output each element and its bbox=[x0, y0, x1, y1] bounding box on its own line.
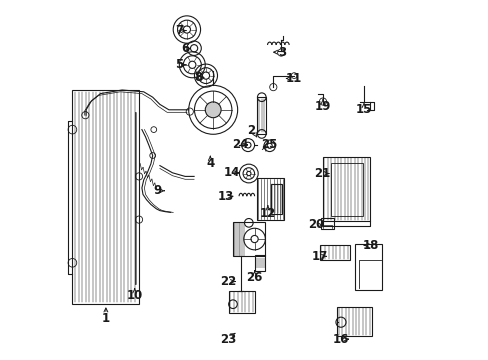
Text: 19: 19 bbox=[314, 100, 330, 113]
Text: 12: 12 bbox=[259, 207, 275, 220]
Text: 8: 8 bbox=[194, 71, 202, 84]
Bar bbox=[255, 255, 265, 271]
Bar bbox=[228, 291, 254, 313]
Text: 2: 2 bbox=[246, 124, 255, 137]
Text: 26: 26 bbox=[246, 271, 262, 284]
Bar bbox=[232, 222, 265, 256]
Text: 7: 7 bbox=[175, 24, 183, 37]
Text: 1: 1 bbox=[102, 312, 110, 325]
Text: 18: 18 bbox=[362, 239, 379, 252]
Bar bbox=[320, 245, 349, 260]
Bar bbox=[322, 157, 369, 221]
Text: 9: 9 bbox=[153, 184, 161, 197]
Bar bbox=[72, 90, 139, 304]
Text: 21: 21 bbox=[313, 167, 329, 180]
Bar bbox=[257, 178, 284, 220]
Text: 23: 23 bbox=[220, 333, 236, 346]
Bar bbox=[320, 218, 334, 229]
Text: 24: 24 bbox=[231, 138, 248, 151]
Bar bbox=[355, 244, 382, 290]
Circle shape bbox=[205, 102, 221, 118]
Text: 6: 6 bbox=[181, 42, 189, 55]
Text: 15: 15 bbox=[355, 103, 371, 116]
Text: 17: 17 bbox=[311, 250, 327, 263]
Bar bbox=[257, 97, 265, 134]
Bar bbox=[330, 163, 363, 216]
Text: 20: 20 bbox=[307, 219, 323, 231]
Text: 10: 10 bbox=[126, 289, 142, 302]
Text: 25: 25 bbox=[260, 138, 277, 151]
Text: 14: 14 bbox=[223, 166, 240, 179]
Text: 5: 5 bbox=[175, 58, 183, 71]
Text: 13: 13 bbox=[217, 190, 233, 203]
Text: 22: 22 bbox=[220, 275, 236, 288]
Text: 11: 11 bbox=[285, 72, 302, 85]
Text: 16: 16 bbox=[332, 333, 348, 346]
Bar bbox=[337, 307, 371, 336]
Text: 4: 4 bbox=[206, 157, 214, 170]
Text: 3: 3 bbox=[278, 46, 286, 59]
Bar bbox=[271, 184, 282, 214]
